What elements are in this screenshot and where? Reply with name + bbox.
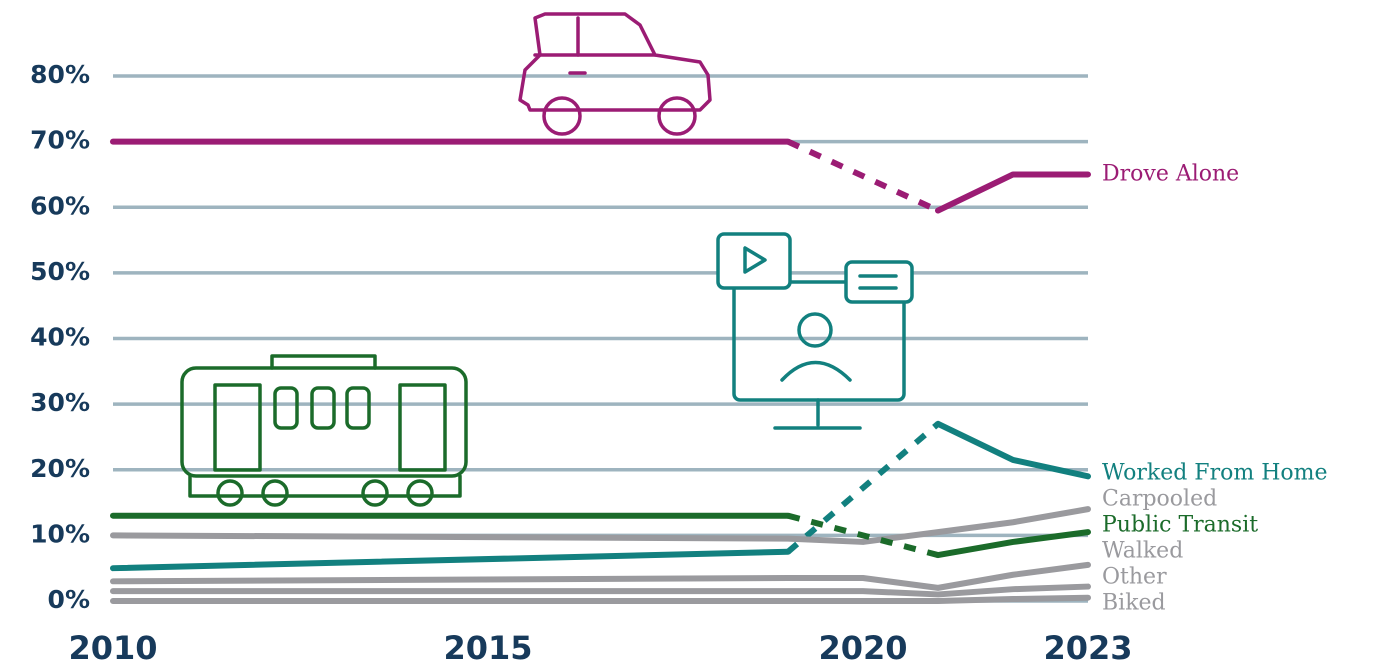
series-label: Public Transit <box>1102 513 1258 538</box>
series-label: Drove Alone <box>1102 161 1239 186</box>
y-tick-label: 40% <box>30 323 90 352</box>
series-label: Worked From Home <box>1102 461 1328 486</box>
y-tick-label: 10% <box>30 519 90 548</box>
x-tick-label: 2010 <box>68 629 157 667</box>
series-line <box>110 506 1091 545</box>
x-tick-label: 2020 <box>818 629 907 667</box>
series-label: Walked <box>1102 539 1183 564</box>
y-tick-label: 60% <box>30 191 90 220</box>
series-line <box>110 583 1091 598</box>
gap-bridge <box>786 421 940 555</box>
series-label: Biked <box>1102 591 1166 616</box>
y-tick-label: 80% <box>30 60 90 89</box>
bus-icon <box>180 354 468 507</box>
series-line <box>935 529 1091 559</box>
plot-area <box>110 138 1091 604</box>
series-label: Other <box>1102 565 1167 590</box>
car-icon <box>518 12 712 136</box>
gap-bridge <box>786 138 940 214</box>
series-line <box>935 420 1091 480</box>
x-tick-label: 2023 <box>1043 629 1132 667</box>
series-line <box>110 594 1091 604</box>
y-tick-label: 70% <box>30 126 90 155</box>
series-label: Carpooled <box>1102 487 1217 512</box>
series-line <box>110 548 791 572</box>
series-line <box>110 561 1091 591</box>
y-tick-label: 20% <box>30 454 90 483</box>
y-tick-label: 0% <box>48 585 90 614</box>
y-tick-label: 30% <box>30 388 90 417</box>
gap-bridge <box>787 512 939 558</box>
series-line <box>935 171 1091 214</box>
y-tick-label: 50% <box>30 257 90 286</box>
grid <box>113 74 1088 603</box>
x-tick-label: 2015 <box>443 629 532 667</box>
video-call-icon <box>716 232 914 430</box>
